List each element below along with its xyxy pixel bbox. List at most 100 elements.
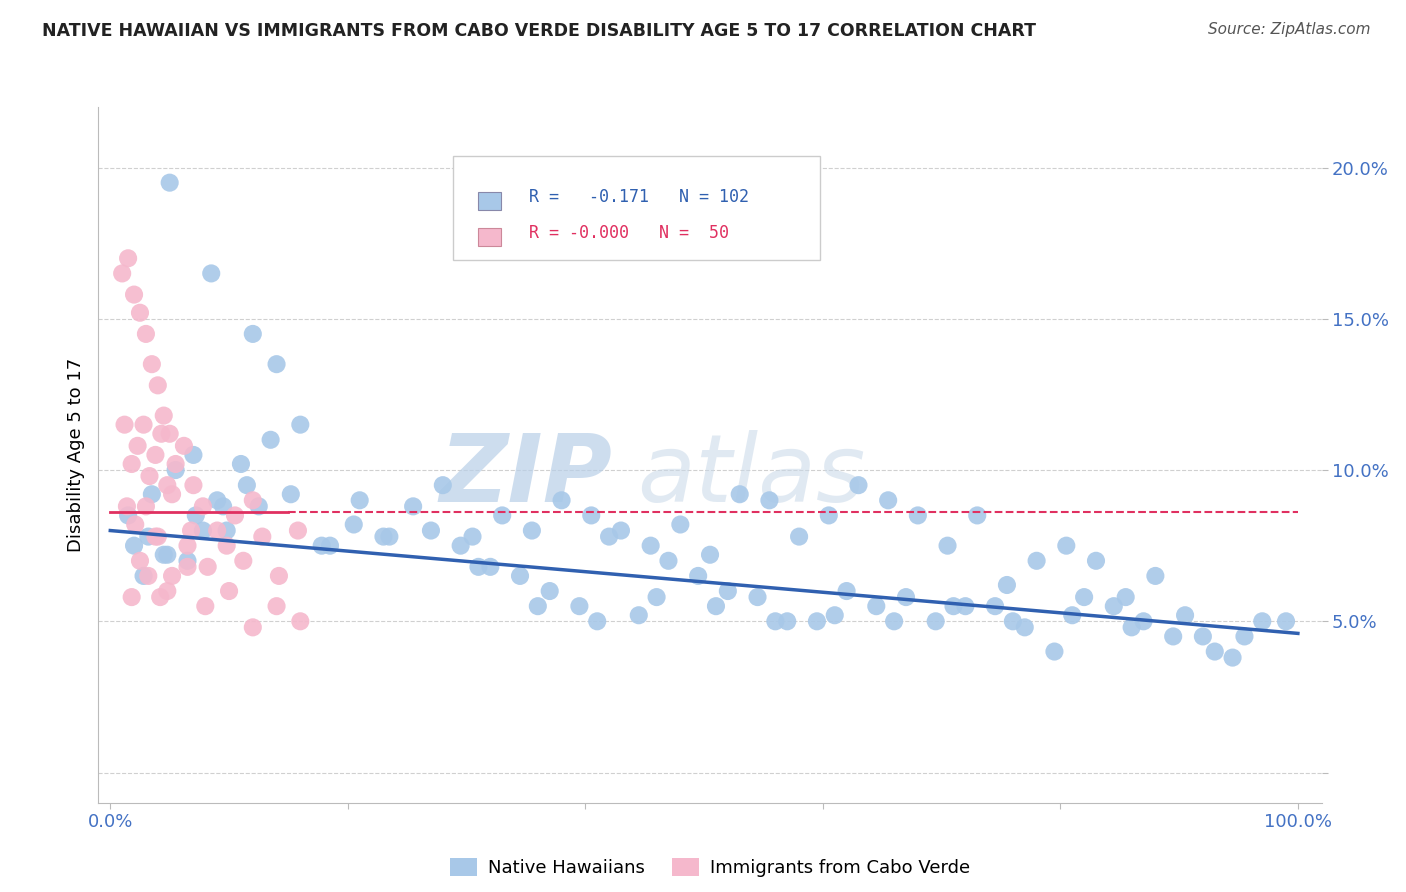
Point bbox=[180, 524, 202, 538]
Point bbox=[581, 508, 603, 523]
Point bbox=[1275, 615, 1298, 629]
Point bbox=[138, 469, 160, 483]
Point bbox=[776, 615, 799, 629]
Point bbox=[146, 378, 169, 392]
Point bbox=[173, 439, 195, 453]
Point bbox=[290, 417, 312, 432]
Point bbox=[290, 615, 312, 629]
Text: ZIP: ZIP bbox=[439, 430, 612, 522]
Point bbox=[349, 493, 371, 508]
Point bbox=[627, 608, 650, 623]
Point bbox=[215, 524, 238, 538]
Point bbox=[936, 539, 959, 553]
Point bbox=[432, 478, 454, 492]
Point bbox=[787, 530, 810, 544]
Point bbox=[236, 478, 259, 492]
Y-axis label: Disability Age 5 to 17: Disability Age 5 to 17 bbox=[66, 358, 84, 552]
Point bbox=[717, 584, 740, 599]
Point bbox=[1233, 629, 1256, 643]
Point bbox=[1014, 620, 1036, 634]
Point bbox=[176, 539, 198, 553]
Point bbox=[135, 500, 157, 514]
Point bbox=[132, 569, 155, 583]
Point bbox=[824, 608, 846, 623]
Point bbox=[894, 590, 917, 604]
Point bbox=[758, 493, 780, 508]
Text: NATIVE HAWAIIAN VS IMMIGRANTS FROM CABO VERDE DISABILITY AGE 5 TO 17 CORRELATION: NATIVE HAWAIIAN VS IMMIGRANTS FROM CABO … bbox=[42, 22, 1036, 40]
Point bbox=[645, 590, 668, 604]
Point bbox=[1161, 629, 1184, 643]
Point bbox=[176, 559, 198, 574]
Point bbox=[378, 530, 401, 544]
Point bbox=[136, 569, 159, 583]
Point bbox=[191, 524, 214, 538]
Point bbox=[129, 554, 152, 568]
Point bbox=[132, 417, 155, 432]
Point bbox=[586, 615, 609, 629]
Point bbox=[159, 426, 181, 441]
Point bbox=[205, 493, 228, 508]
Point bbox=[176, 554, 198, 568]
Point bbox=[598, 530, 620, 544]
Point bbox=[145, 530, 167, 544]
Text: Source: ZipAtlas.com: Source: ZipAtlas.com bbox=[1208, 22, 1371, 37]
Point bbox=[1204, 644, 1226, 658]
Point bbox=[129, 306, 152, 320]
Point bbox=[1115, 590, 1137, 604]
Point bbox=[266, 357, 288, 371]
Point bbox=[509, 569, 531, 583]
Point bbox=[183, 448, 205, 462]
Point bbox=[1102, 599, 1125, 614]
Point bbox=[450, 539, 472, 553]
Point bbox=[1174, 608, 1197, 623]
Point bbox=[114, 417, 136, 432]
Point bbox=[121, 457, 143, 471]
Point bbox=[242, 620, 264, 634]
Point bbox=[1001, 615, 1024, 629]
Point bbox=[461, 530, 484, 544]
Point bbox=[197, 559, 219, 574]
Text: atlas: atlas bbox=[637, 430, 865, 521]
Point bbox=[111, 267, 134, 281]
Point bbox=[247, 500, 270, 514]
FancyBboxPatch shape bbox=[478, 227, 502, 246]
Point bbox=[156, 478, 179, 492]
Point bbox=[550, 493, 572, 508]
FancyBboxPatch shape bbox=[478, 192, 502, 210]
Point bbox=[924, 615, 946, 629]
Point bbox=[865, 599, 887, 614]
Point bbox=[942, 599, 965, 614]
Point bbox=[259, 433, 281, 447]
Point bbox=[984, 599, 1007, 614]
Point bbox=[200, 267, 222, 281]
Point bbox=[150, 426, 173, 441]
Point bbox=[610, 524, 633, 538]
Point bbox=[995, 578, 1018, 592]
Point bbox=[121, 590, 143, 604]
Point bbox=[184, 508, 207, 523]
Point bbox=[420, 524, 443, 538]
Point bbox=[966, 508, 988, 523]
Point bbox=[156, 548, 179, 562]
Point bbox=[122, 539, 145, 553]
Point bbox=[538, 584, 561, 599]
Point bbox=[124, 517, 146, 532]
Point bbox=[806, 615, 828, 629]
Point bbox=[479, 559, 502, 574]
Point bbox=[266, 599, 288, 614]
Point bbox=[160, 569, 183, 583]
Point bbox=[835, 584, 858, 599]
Point bbox=[704, 599, 727, 614]
Point bbox=[402, 500, 425, 514]
Point bbox=[311, 539, 333, 553]
Point bbox=[848, 478, 870, 492]
Point bbox=[115, 500, 138, 514]
Point bbox=[191, 500, 214, 514]
Point bbox=[141, 487, 163, 501]
Point bbox=[205, 524, 228, 538]
Text: R = -0.000   N =  50: R = -0.000 N = 50 bbox=[529, 224, 728, 243]
Point bbox=[242, 326, 264, 341]
Point bbox=[907, 508, 929, 523]
Point bbox=[165, 463, 187, 477]
Point bbox=[136, 530, 159, 544]
